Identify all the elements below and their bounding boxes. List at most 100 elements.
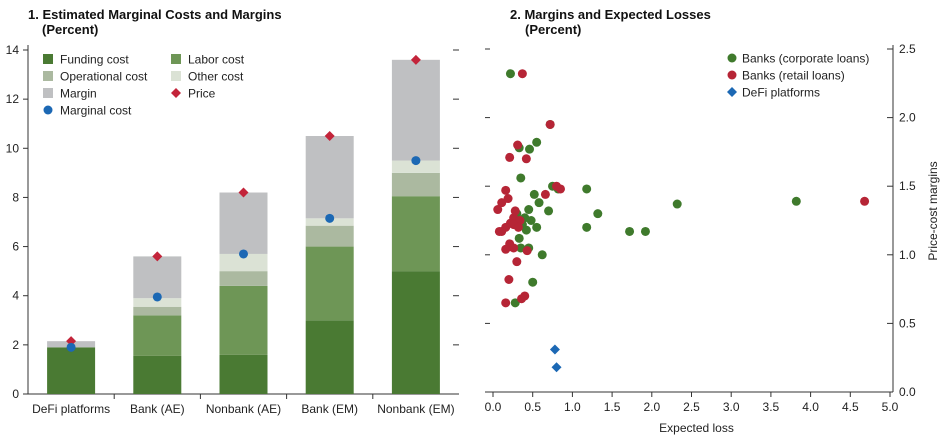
- bar-operational-cost: [305, 225, 354, 247]
- marker-marginal-cost: [152, 292, 162, 302]
- y-tick-label: 0.5: [899, 316, 916, 330]
- point-banks-retail-loans: [501, 298, 511, 308]
- point-banks-retail-loans: [521, 154, 531, 164]
- point-banks-retail-loans: [494, 226, 504, 236]
- point-banks-corporate-loans: [514, 233, 524, 243]
- point-banks-retail-loans: [552, 181, 562, 191]
- point-banks-corporate-loans: [544, 206, 554, 216]
- legend-label-defi-platforms: DeFi platforms: [742, 86, 820, 100]
- bar-operational-cost: [133, 306, 182, 316]
- x-tick-label: Nonbank (EM): [377, 402, 454, 416]
- point-defi-platforms: [549, 344, 560, 355]
- legend-swatch-other-cost: [171, 71, 181, 81]
- legend-label-price: Price: [188, 87, 216, 101]
- point-banks-corporate-loans: [525, 144, 535, 154]
- legend-label-other-cost: Other cost: [188, 70, 244, 84]
- bar-funding-cost: [47, 347, 96, 394]
- point-defi-platforms: [551, 362, 562, 373]
- bar-labor-cost: [219, 285, 268, 355]
- legend-label-operational-cost: Operational cost: [60, 70, 148, 84]
- chart1-title: 1. Estimated Marginal Costs and Margins …: [28, 7, 282, 37]
- x-tick-label: 1.0: [564, 400, 581, 414]
- chart2-title: 2. Margins and Expected Losses (Percent): [510, 7, 711, 37]
- legend-swatch-banks-corporate-loans: [727, 53, 737, 63]
- point-banks-retail-loans: [501, 185, 511, 195]
- x-tick-label: Bank (AE): [130, 402, 185, 416]
- point-banks-retail-loans: [520, 291, 530, 301]
- y-tick-label: 2: [12, 338, 19, 352]
- point-banks-corporate-loans: [672, 199, 682, 209]
- point-banks-retail-loans: [493, 205, 503, 215]
- x-tick-label: DeFi platforms: [32, 402, 110, 416]
- y-tick-label: 0: [12, 387, 19, 401]
- y-tick-label: 14: [6, 43, 20, 57]
- legend-swatch-margin: [43, 88, 53, 98]
- point-banks-corporate-loans: [529, 189, 539, 199]
- stacked-bar-chart: 0 2 4 6 8 10 12 14 DeFi platforms Bank (AE) Nonban…: [6, 43, 459, 416]
- y-tick-label: 12: [6, 92, 20, 106]
- marker-price: [410, 54, 421, 65]
- point-banks-corporate-loans: [534, 198, 544, 208]
- point-banks-corporate-loans: [510, 298, 520, 308]
- bar-funding-cost: [219, 354, 268, 394]
- bar-labor-cost: [305, 246, 354, 321]
- marker-price: [152, 251, 163, 262]
- point-banks-retail-loans: [545, 119, 555, 129]
- bar-operational-cost: [391, 172, 440, 197]
- bar-margin: [391, 59, 440, 161]
- bar-labor-cost: [391, 196, 440, 272]
- marker-marginal-cost: [66, 342, 76, 352]
- point-banks-corporate-loans: [537, 250, 547, 260]
- point-banks-corporate-loans: [582, 184, 592, 194]
- y-tick-label: 4: [12, 289, 19, 303]
- point-banks-corporate-loans: [532, 137, 542, 147]
- y-tick-label: 8: [12, 190, 19, 204]
- legend-label-labor-cost: Labor cost: [188, 53, 245, 67]
- point-banks-retail-loans: [513, 222, 523, 232]
- y-tick-label: 10: [6, 141, 20, 155]
- x-tick-label: 2.0: [643, 400, 660, 414]
- bar-funding-cost: [391, 271, 440, 394]
- y-tick-label: 1.5: [899, 179, 916, 193]
- legend-swatch-funding-cost: [43, 54, 53, 64]
- y-tick-label: 2.5: [899, 42, 916, 56]
- legend-swatch-defi-platforms: [727, 87, 737, 97]
- point-banks-retail-loans: [517, 69, 527, 79]
- legend-swatch-price: [171, 88, 181, 98]
- bar-margin: [133, 256, 182, 299]
- legend-swatch-labor-cost: [171, 54, 181, 64]
- point-banks-retail-loans: [501, 244, 511, 254]
- x-tick-label: 4.0: [802, 400, 819, 414]
- bar-operational-cost: [219, 271, 268, 286]
- point-banks-corporate-loans: [524, 205, 534, 215]
- x-tick-label: 0.5: [524, 400, 541, 414]
- bar-margin: [219, 192, 268, 254]
- legend-label-marginal-cost: Marginal cost: [60, 104, 132, 118]
- legend-swatch-banks-retail-loans: [727, 70, 737, 80]
- marker-price: [324, 131, 335, 141]
- point-banks-retail-loans: [522, 246, 532, 256]
- legend-label-margin: Margin: [60, 87, 97, 101]
- x-tick-label: 3.0: [723, 400, 740, 414]
- x-tick-label: 3.5: [763, 400, 780, 414]
- point-banks-corporate-loans: [625, 226, 635, 236]
- point-banks-retail-loans: [504, 274, 514, 284]
- point-banks-retail-loans: [497, 198, 507, 208]
- x-axis-label: Expected loss: [659, 421, 734, 435]
- point-banks-retail-loans: [512, 257, 522, 267]
- chart1-subtitle: (Percent): [42, 22, 99, 37]
- marker-marginal-cost: [239, 249, 248, 259]
- point-banks-retail-loans: [860, 196, 870, 206]
- marker-marginal-cost: [325, 213, 335, 223]
- marker-price: [238, 187, 249, 198]
- x-tick-label: Bank (EM): [301, 402, 358, 416]
- marker-marginal-cost: [411, 156, 421, 166]
- x-tick-label: 4.5: [842, 400, 859, 414]
- y-tick-label: 0.0: [899, 385, 916, 399]
- legend-swatch-operational-cost: [43, 71, 53, 81]
- point-banks-corporate-loans: [791, 196, 801, 206]
- bar-funding-cost: [133, 355, 182, 394]
- legend-label-funding-cost: Funding cost: [60, 53, 129, 67]
- point-banks-corporate-loans: [521, 225, 531, 235]
- y-axis-label: Price-cost margins: [926, 161, 940, 260]
